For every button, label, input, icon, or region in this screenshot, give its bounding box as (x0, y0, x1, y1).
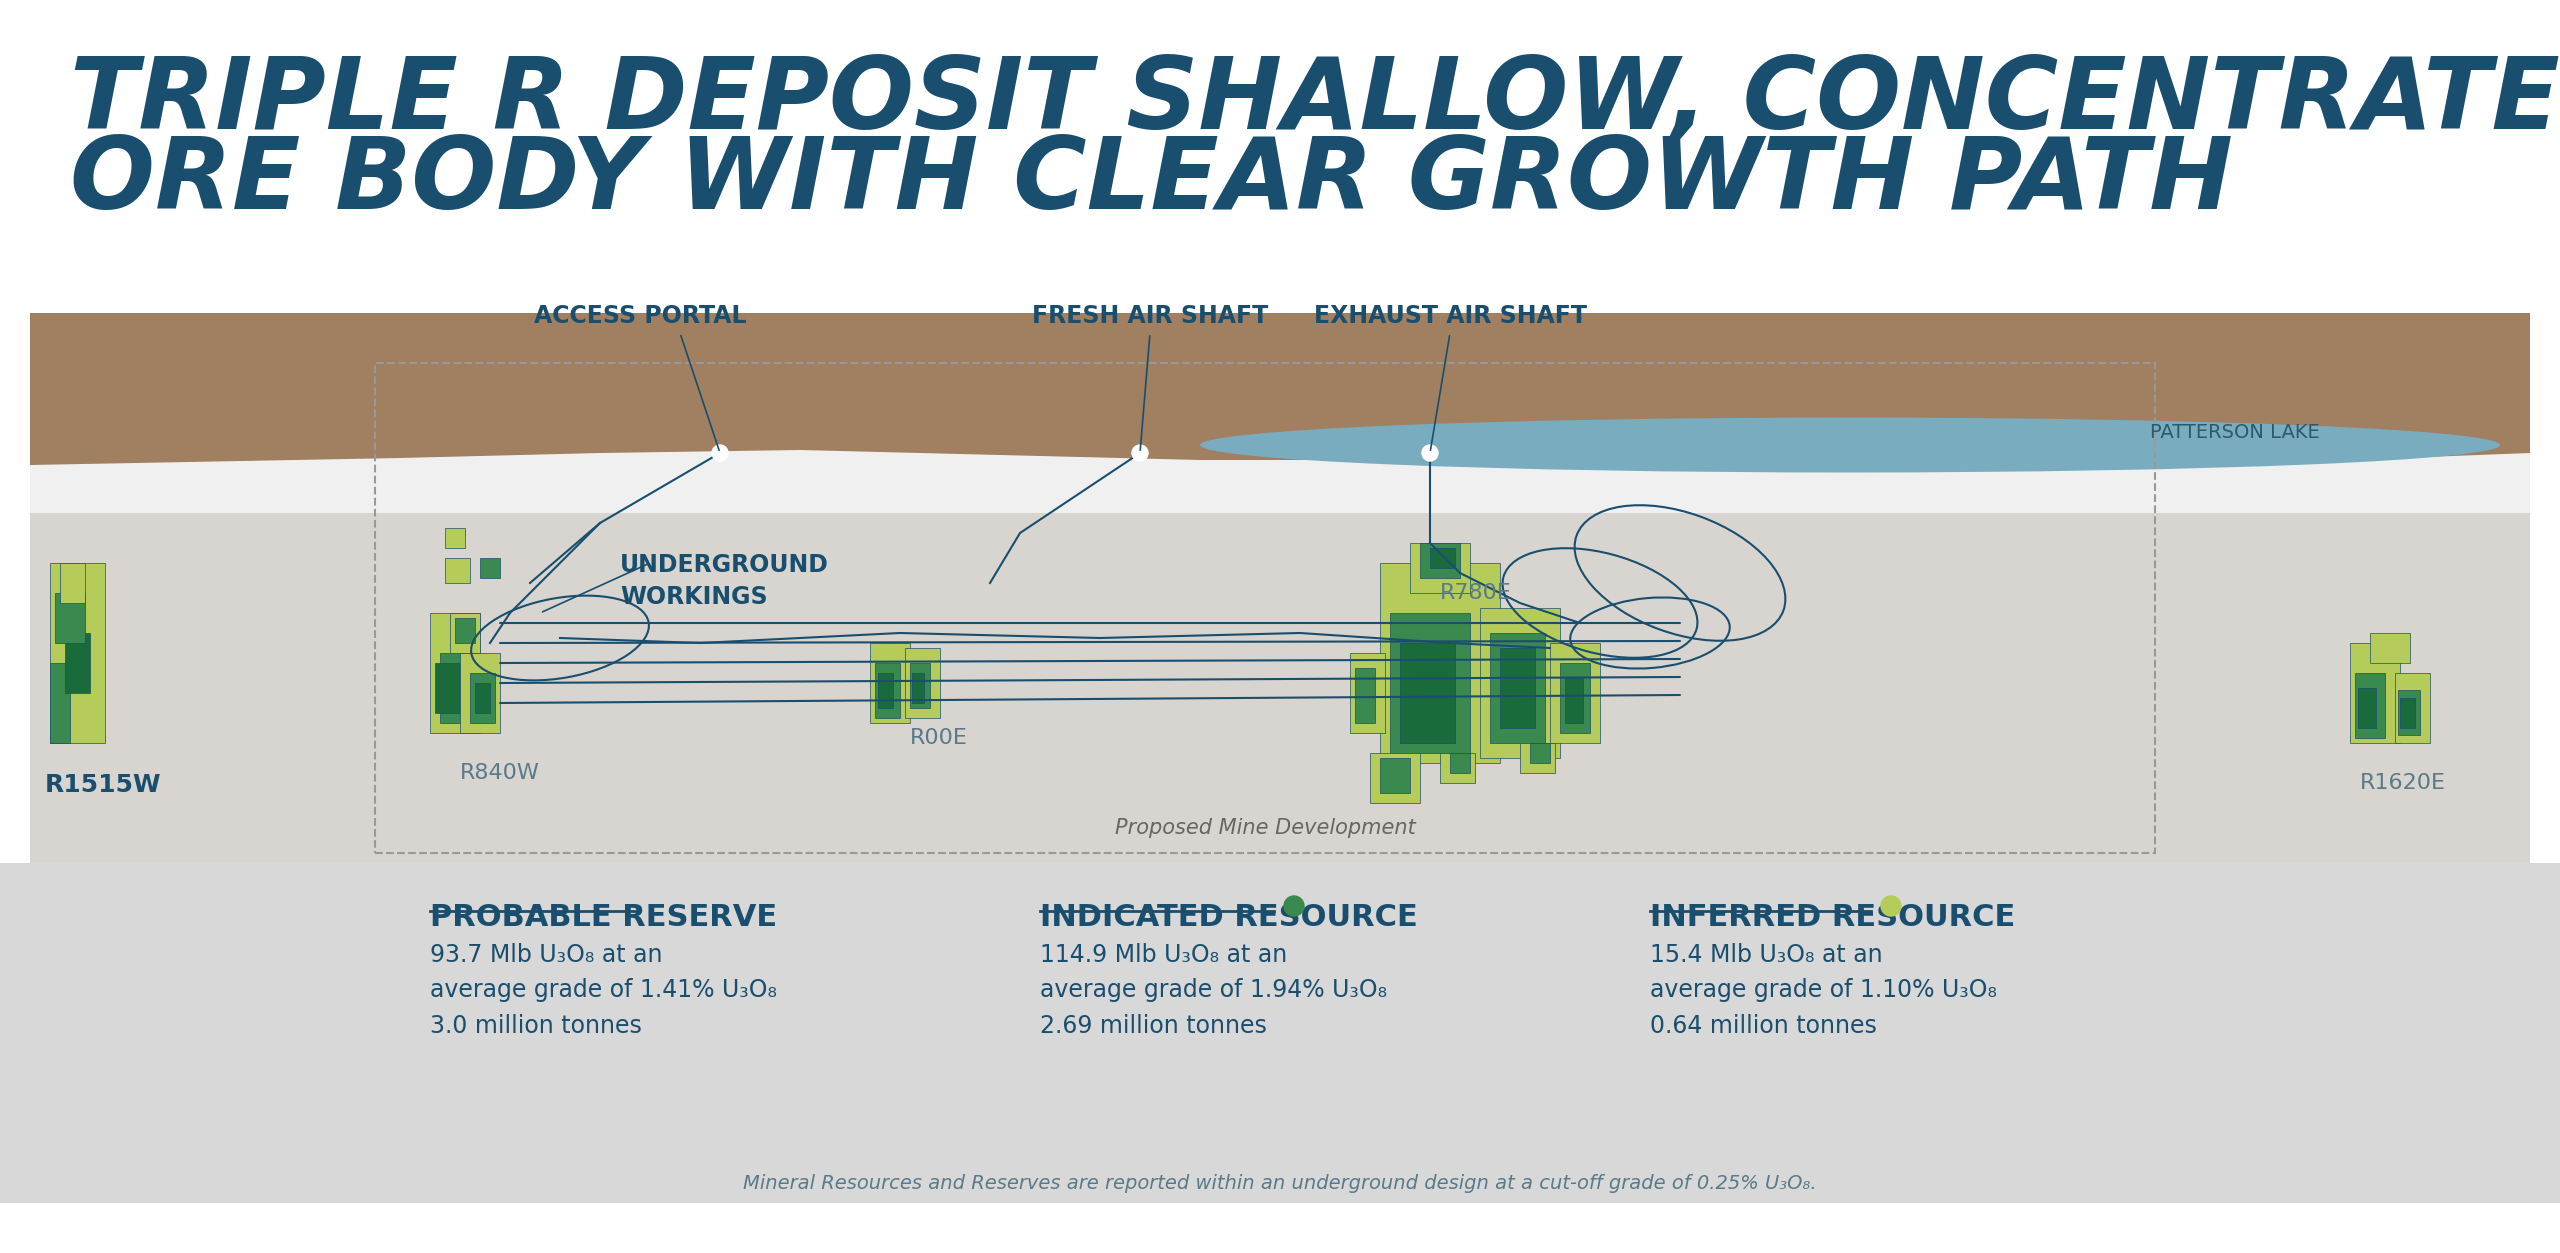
Text: FRESH AIR SHAFT: FRESH AIR SHAFT (1032, 304, 1267, 328)
Bar (374, 363, 2156, 853)
Bar (2399, 690, 2419, 736)
Bar (1390, 613, 1469, 753)
Text: UNDERGROUND
WORKINGS: UNDERGROUND WORKINGS (620, 553, 829, 609)
Bar (445, 528, 466, 548)
Bar (1439, 753, 1475, 783)
Circle shape (1882, 896, 1902, 916)
Bar (461, 653, 499, 733)
Bar (1500, 648, 1536, 728)
Bar (54, 593, 84, 643)
Text: 93.7 Mlb U₃O₈ at an
average grade of 1.41% U₃O₈
3.0 million tonnes: 93.7 Mlb U₃O₈ at an average grade of 1.4… (430, 944, 778, 1037)
Bar (1400, 643, 1454, 743)
Bar (1370, 753, 1421, 803)
Bar (481, 558, 499, 578)
Bar (451, 613, 481, 653)
Text: PATTERSON LAKE: PATTERSON LAKE (2150, 424, 2319, 442)
Ellipse shape (1201, 417, 2501, 472)
Circle shape (1132, 445, 1147, 461)
Bar (1531, 743, 1549, 763)
Bar (1421, 543, 1459, 578)
Bar (1549, 643, 1600, 743)
Bar (1480, 608, 1559, 758)
Bar (2358, 688, 2376, 728)
Bar (59, 563, 84, 603)
Bar (1490, 633, 1546, 743)
Bar (911, 673, 924, 703)
Polygon shape (31, 313, 2529, 523)
Text: INFERRED RESOURCE: INFERRED RESOURCE (1651, 903, 2015, 932)
Text: R00E: R00E (909, 728, 968, 748)
Bar (906, 648, 940, 718)
Text: INDICATED RESOURCE: INDICATED RESOURCE (1039, 903, 1418, 932)
Bar (876, 663, 901, 718)
Bar (1380, 563, 1500, 763)
Bar (445, 558, 471, 583)
Bar (1431, 548, 1454, 568)
Bar (471, 673, 494, 723)
Bar (1380, 758, 1411, 793)
Text: ORE BODY WITH CLEAR GROWTH PATH: ORE BODY WITH CLEAR GROWTH PATH (69, 133, 2232, 231)
Bar (2401, 698, 2414, 728)
Bar (51, 563, 105, 743)
Bar (1564, 678, 1582, 723)
Text: Proposed Mine Development: Proposed Mine Development (1114, 818, 1416, 838)
Text: 114.9 Mlb U₃O₈ at an
average grade of 1.94% U₃O₈
2.69 million tonnes: 114.9 Mlb U₃O₈ at an average grade of 1.… (1039, 944, 1388, 1037)
Bar (51, 663, 69, 743)
Bar (31, 313, 2529, 863)
Circle shape (1421, 445, 1439, 461)
Text: R1515W: R1515W (46, 773, 161, 797)
Circle shape (1285, 896, 1303, 916)
Bar (1354, 668, 1375, 723)
Bar (1411, 543, 1469, 593)
Bar (2371, 633, 2409, 663)
Bar (1349, 653, 1385, 733)
Text: PROBABLE RESERVE: PROBABLE RESERVE (430, 903, 778, 932)
Bar (2396, 673, 2429, 743)
Text: R1620E: R1620E (2360, 773, 2445, 793)
Bar (2350, 643, 2401, 743)
Bar (1449, 753, 1469, 773)
Text: R780E: R780E (1439, 583, 1513, 603)
Bar (909, 663, 929, 708)
Text: EXHAUST AIR SHAFT: EXHAUST AIR SHAFT (1313, 304, 1587, 328)
Bar (2355, 673, 2386, 738)
Text: R840W: R840W (461, 763, 540, 783)
Polygon shape (31, 512, 2529, 863)
Bar (430, 613, 481, 733)
Polygon shape (31, 313, 2529, 465)
Text: ACCESS PORTAL: ACCESS PORTAL (532, 304, 748, 328)
Text: 15.4 Mlb U₃O₈ at an
average grade of 1.10% U₃O₈
0.64 million tonnes: 15.4 Mlb U₃O₈ at an average grade of 1.1… (1651, 944, 1997, 1037)
Text: TRIPLE R DEPOSIT SHALLOW, CONCENTRATED: TRIPLE R DEPOSIT SHALLOW, CONCENTRATED (69, 53, 2560, 150)
Circle shape (712, 445, 727, 461)
Text: Mineral Resources and Reserves are reported within an underground design at a cu: Mineral Resources and Reserves are repor… (742, 1174, 1818, 1193)
Bar (476, 683, 489, 713)
Bar (1559, 663, 1590, 733)
Bar (435, 663, 461, 713)
Bar (64, 633, 90, 693)
Bar (1521, 743, 1554, 773)
Bar (878, 673, 893, 708)
Bar (456, 618, 476, 643)
Bar (870, 643, 909, 723)
Bar (440, 653, 476, 723)
Bar (0, 863, 2560, 1203)
